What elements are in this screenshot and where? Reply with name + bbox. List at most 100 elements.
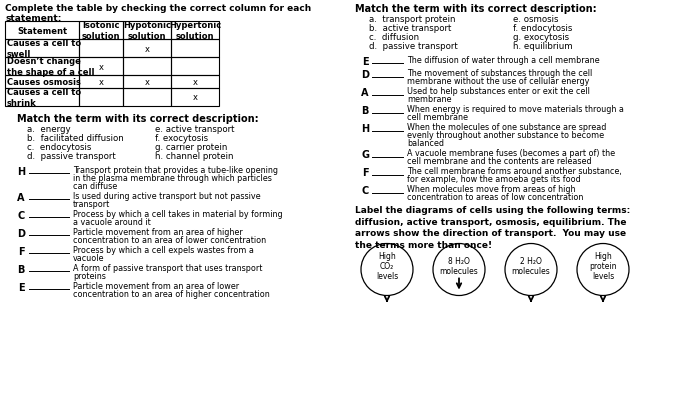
- Text: H: H: [361, 124, 369, 134]
- Text: Causes a cell to
swell: Causes a cell to swell: [7, 39, 81, 59]
- Bar: [5, 58, 79, 76]
- Text: a.  energy: a. energy: [27, 125, 71, 134]
- Text: G: G: [361, 150, 369, 160]
- Text: Hypertonic
solution: Hypertonic solution: [169, 21, 221, 40]
- Text: membrane without the use of cellular energy: membrane without the use of cellular ene…: [407, 77, 589, 86]
- Text: Is used during active transport but not passive: Is used during active transport but not …: [73, 192, 260, 201]
- Text: A form of passive transport that uses transport: A form of passive transport that uses tr…: [73, 263, 262, 272]
- Text: d.  passive transport: d. passive transport: [27, 152, 116, 161]
- Text: When energy is required to move materials through a: When energy is required to move material…: [407, 105, 624, 114]
- Text: A vacuole membrane fuses (becomes a part of) the: A vacuole membrane fuses (becomes a part…: [407, 149, 615, 158]
- Text: concentration to an area of higher concentration: concentration to an area of higher conce…: [73, 289, 270, 298]
- Text: The diffusion of water through a cell membrane: The diffusion of water through a cell me…: [407, 56, 600, 65]
- Bar: [171, 22, 219, 40]
- Bar: [79, 76, 123, 89]
- Text: e. active transport: e. active transport: [155, 125, 234, 134]
- Text: Used to help substances enter or exit the cell: Used to help substances enter or exit th…: [407, 87, 590, 96]
- Text: High
protein
levels: High protein levels: [589, 251, 617, 281]
- Text: E: E: [362, 57, 368, 67]
- Text: F: F: [18, 247, 24, 256]
- Text: x: x: [144, 44, 150, 53]
- Text: a.  transport protein: a. transport protein: [369, 15, 456, 24]
- Text: 2 H₂O
molecules: 2 H₂O molecules: [512, 256, 550, 275]
- Text: The cell membrane forms around another substance,: The cell membrane forms around another s…: [407, 167, 622, 176]
- Text: a vacuole around it: a vacuole around it: [73, 218, 150, 226]
- Text: Match the term with its correct description:: Match the term with its correct descript…: [355, 4, 596, 14]
- Text: for example, how the amoeba gets its food: for example, how the amoeba gets its foo…: [407, 175, 581, 184]
- Text: 8 H₂O
molecules: 8 H₂O molecules: [440, 256, 478, 275]
- Text: membrane: membrane: [407, 95, 452, 104]
- Bar: [5, 40, 79, 58]
- Text: c.  endocytosis: c. endocytosis: [27, 142, 92, 152]
- Text: h. equilibrium: h. equilibrium: [513, 42, 573, 51]
- Text: Process by which a cell takes in material by forming: Process by which a cell takes in materia…: [73, 209, 283, 218]
- Text: evenly throughout another substance to become: evenly throughout another substance to b…: [407, 131, 604, 140]
- Text: D: D: [17, 228, 25, 238]
- Text: x: x: [193, 93, 197, 102]
- Bar: [79, 22, 123, 40]
- Text: A: A: [361, 88, 369, 98]
- Text: Complete the table by checking the correct column for each
statement:: Complete the table by checking the corre…: [5, 4, 312, 24]
- Text: vacuole: vacuole: [73, 254, 104, 262]
- Text: can diffuse: can diffuse: [73, 182, 118, 190]
- Text: Doesn’t change
the shape of a cell: Doesn’t change the shape of a cell: [7, 57, 94, 76]
- Text: F: F: [362, 168, 368, 178]
- Bar: [171, 89, 219, 107]
- Text: Causes osmosis: Causes osmosis: [7, 78, 81, 87]
- Text: Process by which a cell expels wastes from a: Process by which a cell expels wastes fr…: [73, 245, 254, 254]
- Text: B: B: [361, 106, 369, 116]
- Text: Particle movement from an area of higher: Particle movement from an area of higher: [73, 228, 243, 236]
- Text: c.  diffusion: c. diffusion: [369, 33, 419, 42]
- Bar: [171, 58, 219, 76]
- Text: B: B: [18, 264, 24, 274]
- Text: C: C: [361, 186, 369, 196]
- Bar: [123, 40, 171, 58]
- Text: The movement of substances through the cell: The movement of substances through the c…: [407, 69, 592, 78]
- Text: balanced: balanced: [407, 139, 444, 148]
- Text: in the plasma membrane through which particles: in the plasma membrane through which par…: [73, 173, 272, 183]
- Text: cell membrane and the contents are released: cell membrane and the contents are relea…: [407, 157, 592, 166]
- Text: h. channel protein: h. channel protein: [155, 152, 234, 161]
- Bar: [123, 89, 171, 107]
- Text: transport: transport: [73, 199, 111, 209]
- Text: f. endocytosis: f. endocytosis: [513, 24, 573, 33]
- Bar: [171, 76, 219, 89]
- Text: x: x: [193, 78, 197, 87]
- Text: cell membrane: cell membrane: [407, 113, 468, 122]
- Bar: [5, 89, 79, 107]
- Text: e. osmosis: e. osmosis: [513, 15, 559, 24]
- Text: d.  passive transport: d. passive transport: [369, 42, 458, 51]
- Text: E: E: [18, 282, 24, 292]
- Text: Transport protein that provides a tube-like opening: Transport protein that provides a tube-l…: [73, 166, 278, 175]
- Text: b.  facilitated diffusion: b. facilitated diffusion: [27, 134, 124, 142]
- Text: concentration to an area of lower concentration: concentration to an area of lower concen…: [73, 235, 266, 244]
- Text: Statement: Statement: [17, 26, 67, 36]
- Text: g. exocytosis: g. exocytosis: [513, 33, 569, 42]
- Text: High
CO₂
levels: High CO₂ levels: [376, 251, 398, 281]
- Bar: [171, 40, 219, 58]
- Text: x: x: [144, 78, 150, 87]
- Text: f. exocytosis: f. exocytosis: [155, 134, 208, 142]
- Text: b.  active transport: b. active transport: [369, 24, 452, 33]
- Text: When molecules move from areas of high: When molecules move from areas of high: [407, 185, 575, 194]
- Text: Hypotonic
solution: Hypotonic solution: [123, 21, 171, 40]
- Text: When the molecules of one substance are spread: When the molecules of one substance are …: [407, 123, 606, 132]
- Text: g. carrier protein: g. carrier protein: [155, 142, 228, 152]
- Bar: [123, 22, 171, 40]
- Bar: [79, 40, 123, 58]
- Text: C: C: [18, 211, 24, 221]
- Bar: [79, 58, 123, 76]
- Text: Label the diagrams of cells using the following terms:
diffusion, active transpo: Label the diagrams of cells using the fo…: [355, 206, 630, 249]
- Text: H: H: [17, 166, 25, 177]
- Bar: [79, 89, 123, 107]
- Bar: [5, 76, 79, 89]
- Text: x: x: [99, 78, 104, 87]
- Text: Match the term with its correct description:: Match the term with its correct descript…: [17, 114, 258, 124]
- Text: A: A: [18, 192, 24, 202]
- Bar: [5, 22, 79, 40]
- Text: x: x: [99, 62, 104, 71]
- Text: proteins: proteins: [73, 271, 106, 280]
- Text: concentration to areas of low concentration: concentration to areas of low concentrat…: [407, 193, 583, 202]
- Text: Particle movement from an area of lower: Particle movement from an area of lower: [73, 281, 239, 290]
- Text: Isotonic
solution: Isotonic solution: [82, 21, 120, 40]
